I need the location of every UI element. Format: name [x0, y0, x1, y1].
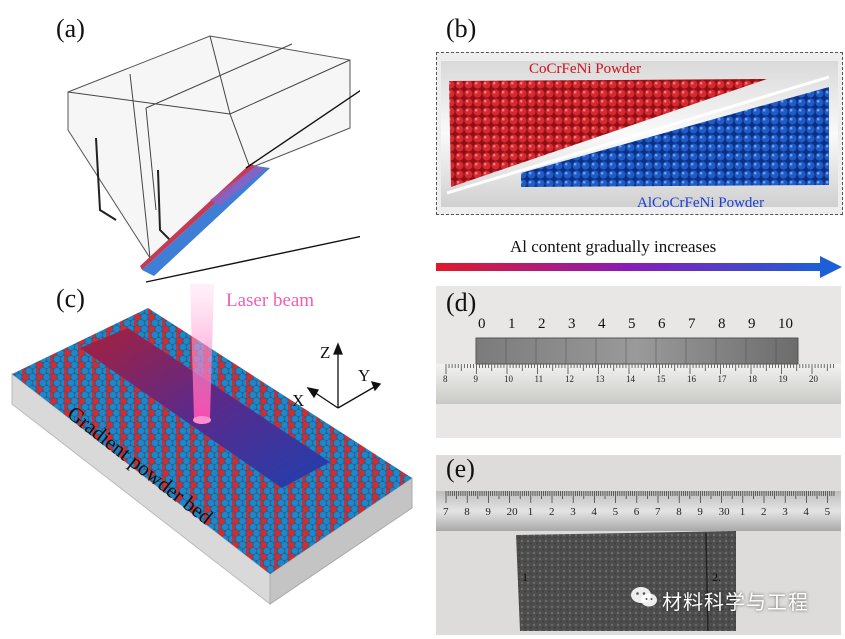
ruler-e-number: 1	[528, 506, 534, 518]
sample-mark-1: 1	[522, 570, 528, 584]
sample-position-5: 5	[628, 316, 636, 332]
ruler-d-number: 11	[535, 374, 544, 384]
sample-position-3: 3	[568, 316, 576, 332]
ruler-e-number: 7	[443, 506, 449, 518]
panel-e-label: (e)	[446, 454, 475, 483]
sample-position-6: 6	[658, 316, 666, 332]
panel-b-label: (b)	[446, 14, 477, 43]
sample-position-7: 7	[688, 316, 696, 332]
watermark-text: 材料科学与工程	[662, 590, 809, 614]
axis-z-label: Z	[320, 343, 330, 362]
ruler-d-number: 14	[626, 374, 636, 384]
gradient-powder-bed-diagram: Gradient powder bed Laser beam Z Y X	[11, 284, 413, 606]
ruler-e-number: 6	[634, 506, 640, 518]
axis-y-label: Y	[358, 366, 370, 385]
ruler-d-number: 10	[504, 374, 514, 384]
axis-x-label: X	[292, 391, 304, 410]
laser-beam-label: Laser beam	[226, 290, 314, 311]
ruler-d-number: 18	[748, 374, 758, 384]
hopper-powder	[140, 164, 270, 276]
ruler-d-number: 9	[474, 374, 479, 384]
ruler-e-number: 2	[761, 506, 767, 518]
sample-position-4: 4	[598, 316, 606, 332]
ruler-d-number: 19	[779, 374, 789, 384]
sample-position-0: 0	[478, 316, 486, 332]
ruler-d-number: 12	[565, 374, 574, 384]
ruler-e-number: 5	[825, 506, 831, 518]
panel-a-label: (a)	[56, 14, 85, 43]
gradient-arrow	[436, 256, 842, 278]
panel-d-label: (d)	[446, 288, 477, 317]
ruler-e-number: 20	[507, 506, 518, 518]
sample-position-1: 1	[508, 316, 516, 332]
ruler-d-number: 17	[718, 374, 728, 384]
ruler-e-number: 30	[719, 506, 731, 518]
powder-zoom-frame: CoCrFeNi Powder AlCoCrFeNi Powder	[436, 52, 843, 215]
sample-position-8: 8	[718, 316, 726, 332]
panel-c-label: (c)	[56, 284, 85, 313]
sample-position-9: 9	[748, 316, 756, 332]
ruler-d-number: 15	[657, 374, 667, 384]
ruler-e-number: 8	[464, 506, 470, 518]
sample-position-2: 2	[538, 316, 546, 332]
ruler-e-number: 2	[549, 506, 555, 518]
sample-photo-d: 8 9 10 11 12 13 14 15 16 17 18 19 20 0 1 2 3 4 5 6 7 8 9 10	[436, 286, 841, 438]
ruler-e-number: 8	[676, 506, 682, 518]
ruler-e-number: 4	[591, 506, 597, 518]
ruler-e-number: 3	[782, 506, 788, 518]
ruler-d-number: 20	[809, 374, 819, 384]
cocrfeni-label: CoCrFeNi Powder	[529, 61, 641, 77]
ruler-e-number: 3	[570, 506, 576, 518]
ruler-e-number: 4	[803, 506, 809, 518]
powder-hopper-diagram	[67, 35, 360, 283]
ruler-e-number: 1	[740, 506, 746, 518]
ruler-d-number: 13	[596, 374, 606, 384]
xyz-axes	[306, 342, 382, 409]
sample-mark-2: 2.	[712, 570, 721, 584]
wechat-icon	[630, 585, 658, 609]
sample-photo-e: 7 8 9 20 1 2 3 4 5 6 7 8 9 30 1 2 3 4 5 1 2.	[436, 455, 841, 635]
ruler-e-number: 7	[655, 506, 661, 518]
sample-position-10: 10	[778, 316, 793, 332]
ruler-e-number: 5	[613, 506, 619, 518]
alcocrfeni-label: AlCoCrFeNi Powder	[637, 195, 764, 211]
ruler-d-number: 8	[443, 374, 448, 384]
ruler-e-number: 9	[485, 506, 491, 518]
ruler-d-number: 16	[687, 374, 697, 384]
al-content-caption: Al content gradually increases	[510, 237, 717, 256]
ruler-e-number: 9	[697, 506, 703, 518]
